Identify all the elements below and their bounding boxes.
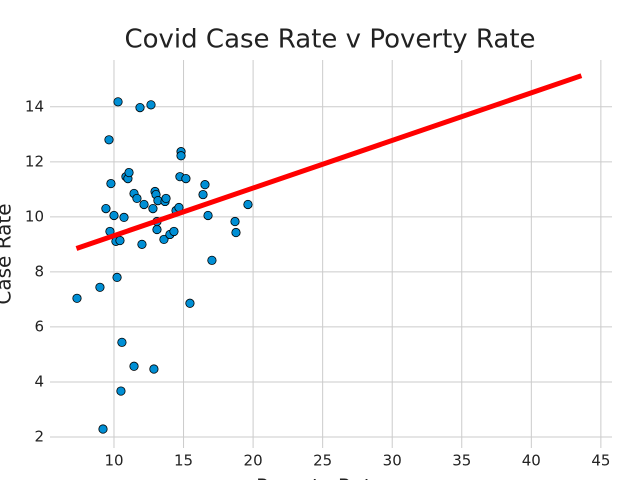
point xyxy=(148,203,158,214)
x-tick-label: 10 xyxy=(104,452,123,470)
point xyxy=(124,167,134,178)
point xyxy=(135,103,145,113)
point xyxy=(98,424,108,434)
point xyxy=(119,212,129,223)
y-tick-label: 10 xyxy=(25,207,44,225)
point xyxy=(231,227,241,238)
point xyxy=(146,100,156,110)
x-tick-label: 40 xyxy=(522,452,541,470)
point xyxy=(109,210,119,221)
point xyxy=(115,235,125,246)
point xyxy=(112,272,122,282)
x-tick-label: 35 xyxy=(452,452,471,470)
point xyxy=(152,224,162,235)
y-tick-label: 8 xyxy=(34,262,44,280)
x-tick-label: 20 xyxy=(244,452,263,470)
point xyxy=(139,199,149,210)
y-tick-label: 4 xyxy=(34,372,44,390)
x-tick-label: 30 xyxy=(383,452,402,470)
point xyxy=(176,151,186,161)
y-axis-label: Case Rate xyxy=(0,203,16,304)
point xyxy=(104,135,114,145)
point xyxy=(185,298,195,308)
y-tick-label: 6 xyxy=(34,317,44,335)
y-tick-label: 12 xyxy=(25,152,44,170)
point xyxy=(200,180,210,190)
x-tick-label: 45 xyxy=(591,452,610,470)
point xyxy=(137,239,147,249)
point xyxy=(198,189,208,200)
x-tick-label: 15 xyxy=(174,452,193,470)
point xyxy=(161,193,171,204)
y-tick-label: 14 xyxy=(25,97,44,115)
point xyxy=(181,174,191,184)
point xyxy=(106,178,116,189)
point xyxy=(230,216,240,227)
chart-title: Covid Case Rate v Poverty Rate xyxy=(124,25,535,55)
point xyxy=(116,386,126,396)
trend-line xyxy=(75,73,583,251)
point xyxy=(169,226,179,237)
point xyxy=(159,234,169,245)
point xyxy=(95,282,105,292)
point xyxy=(72,293,82,303)
point xyxy=(203,210,213,221)
point xyxy=(113,97,123,107)
point xyxy=(207,255,217,265)
point xyxy=(132,193,142,204)
point xyxy=(101,203,111,214)
point xyxy=(117,337,127,347)
point xyxy=(129,361,139,371)
y-tick-label: 2 xyxy=(34,427,44,445)
x-axis-label: Poverty Rate xyxy=(256,475,384,480)
point xyxy=(243,199,253,210)
x-tick-label: 25 xyxy=(313,452,332,470)
point xyxy=(149,364,159,374)
